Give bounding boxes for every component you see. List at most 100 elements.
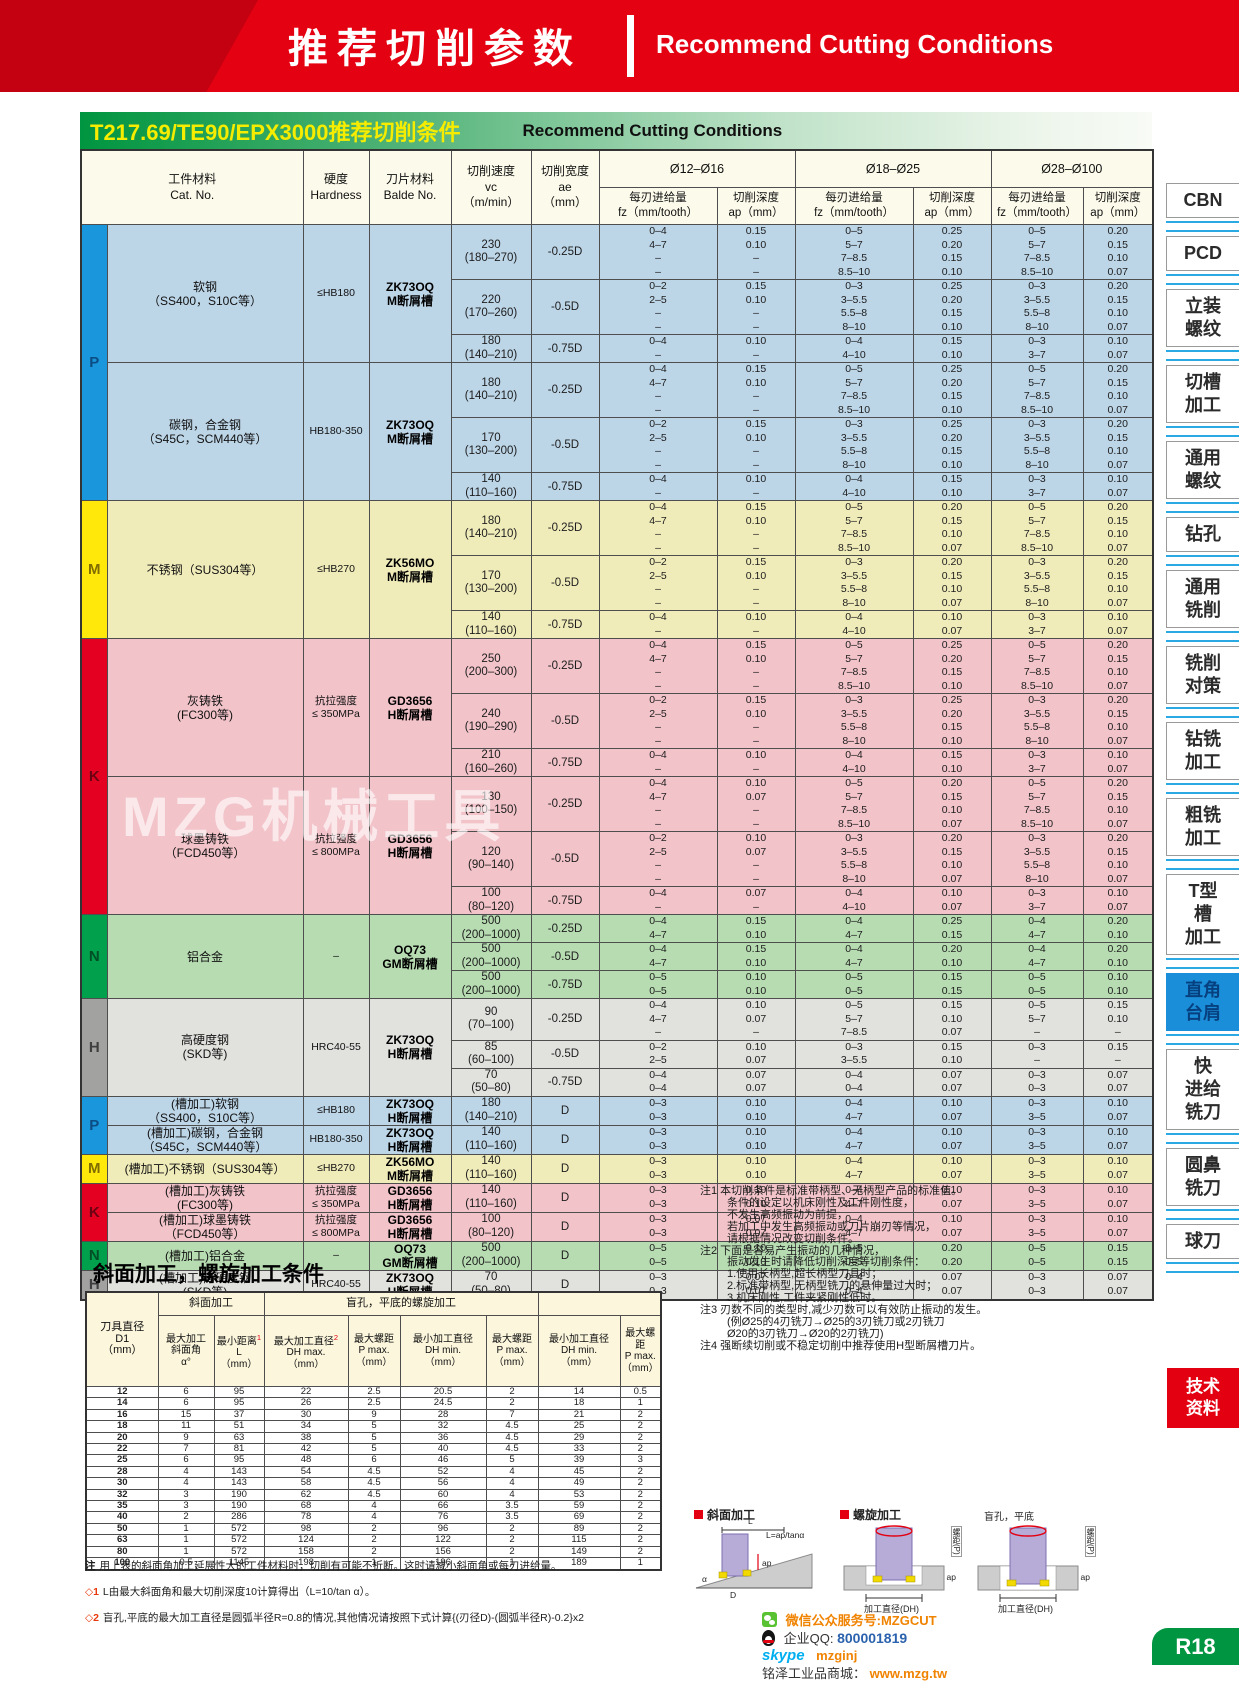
text-line: 4–7	[649, 514, 667, 527]
sidebar-item-label: 球刀	[1185, 1231, 1221, 1251]
text-line: 240	[481, 707, 501, 720]
speed-cell: 85 (60–100)	[450, 1039, 532, 1069]
text-line: 0–3	[649, 1155, 667, 1167]
text-line: 0.10	[745, 928, 767, 941]
value-cell: 14	[85, 1397, 159, 1410]
value-cell: 52	[399, 1465, 487, 1479]
text-line: （mm）	[621, 1362, 659, 1374]
blade-cell: OQ73 GM断屑槽	[368, 914, 452, 999]
feed-cell: 0–4 4–7	[794, 1182, 914, 1213]
text-line: –	[655, 872, 661, 885]
text-line: 0.10	[745, 376, 767, 389]
depth-cell: 0.15 0.10– –	[716, 693, 796, 749]
ramping-table-title: 斜面加工，螺旋加工条件	[93, 1263, 324, 1286]
red-square-icon	[694, 1510, 703, 1519]
depth-cell: 0.15 0.10– –	[716, 362, 796, 418]
text-line: 0.07	[941, 1168, 963, 1181]
hardness-cell: HB180-350	[302, 1124, 370, 1155]
text-line: GD3656	[387, 1183, 433, 1198]
value-cell: 40	[85, 1511, 159, 1524]
text-line: 5.5–8	[840, 445, 868, 457]
value-cell: 89	[537, 1522, 621, 1536]
text-line: 0–5	[1028, 777, 1046, 790]
value-cell: 143	[213, 1465, 265, 1479]
depth-cell: 0.10 0.07	[1082, 1095, 1154, 1126]
text-line: 0.07	[1107, 403, 1128, 416]
ramp-figure-drawing	[695, 1527, 813, 1589]
text-line: 0–4	[649, 611, 667, 624]
sidebar-item-label: 立装	[1185, 296, 1221, 316]
depth-cell: 0.10 0.07	[1082, 1153, 1154, 1184]
table-title-zh: T217.69/TE90/EPX3000推荐切削条件	[90, 119, 461, 145]
text-line: 0.07	[941, 596, 963, 609]
text-line: 5.5–8	[1023, 721, 1051, 733]
text-line: –	[655, 624, 661, 637]
cutting-row: P (槽加工)软钢 （SS400，S10C等） ≤HB180 ZK73OQ H断屑槽 180…	[80, 1095, 1154, 1155]
value-cell: 2	[485, 1545, 539, 1559]
text-line: 0.15	[941, 984, 963, 997]
text-line: 0.10	[1107, 804, 1128, 816]
text-line: 0–5	[845, 984, 863, 997]
text-line: 刀具直径	[100, 1321, 145, 1334]
text-line: 0.15	[941, 971, 963, 984]
text-line: fz（mm/tooth）	[997, 207, 1077, 219]
text-line: M断屑槽	[387, 569, 434, 584]
text-line: Hardness	[310, 187, 362, 202]
text-line: H断屑槽	[387, 1047, 433, 1062]
text-line: 每刃进给量	[1008, 192, 1066, 204]
ramp-figure: L α ap D L=ap/tanα	[688, 1516, 828, 1610]
feed-cell: 0–5 5–7–	[990, 998, 1084, 1041]
text-line: 0.15	[941, 445, 963, 457]
text-line: (190–290)	[464, 721, 518, 733]
text-line: 0.10	[1107, 390, 1128, 402]
text-line: 0.15	[941, 473, 963, 486]
cutting-row: 170 (130–200) -0.5D 0–2 2–5– –0.15 0.10– –0–3 3–…	[81, 417, 1154, 473]
text-line: H断屑槽	[387, 1226, 433, 1241]
note-continuation: 2.标准带柄型,无柄型铣刀的悬伸量过大时；	[727, 1280, 938, 1293]
text-line: 8–10	[842, 872, 866, 885]
text-line: 3–5.5	[840, 569, 868, 582]
text-line: L	[236, 1347, 242, 1359]
text-line: 0.20	[1107, 639, 1128, 652]
value-cell: 26	[263, 1397, 349, 1410]
feed-cell: 0–3 3–5.5 5.5–8 8–10	[990, 417, 1084, 473]
value-cell: 4	[485, 1465, 539, 1479]
depth-cell: 0.07–	[716, 886, 796, 915]
feed-cell: 0–5 5–7 7–8.5 8.5–10	[990, 776, 1084, 832]
speed-cell: 180 (140–210)	[450, 362, 532, 418]
blade-cell: ZK56MO M断屑槽	[368, 1153, 452, 1184]
note-line: 注3 刃数不同的类型时,减少刃数可以有效防止振动的发生。	[700, 1304, 988, 1317]
col-header: 切削速度 vc （m/min）	[450, 149, 532, 225]
width-cell: D	[530, 1153, 600, 1184]
text-line: –	[753, 596, 759, 609]
depth-cell: 0.07 0.07	[716, 1067, 796, 1097]
text-line: 0–3	[1028, 473, 1046, 486]
text-line: 140	[481, 1184, 501, 1196]
text-line: –	[655, 900, 661, 913]
text-line: 0.15	[1107, 293, 1128, 306]
sidebar-item-通用铣削: 通用 铣削	[1166, 570, 1239, 628]
text-line: 0.10	[745, 293, 767, 306]
depth-cell: 0.20 0.15 0.10 0.07	[912, 500, 992, 556]
depth-cell: 0.10 0.10	[1082, 970, 1154, 999]
text-line: 0.15	[1107, 652, 1128, 665]
feed-cell: 0–5 0–5	[794, 1240, 914, 1271]
text-line: 0.15	[941, 252, 963, 264]
text-line: 0–3	[845, 280, 863, 293]
sidebar-item-圆鼻铣刀: 圆鼻 铣刀	[1166, 1148, 1239, 1206]
depth-cell: 0.20 0.15 0.10 0.07	[1082, 224, 1154, 280]
text-line: 5.5–8	[1023, 445, 1051, 457]
material-cell: (槽加工)软钢 （SS400，S10C等）	[106, 1095, 304, 1126]
contact-block: 微信公众服务号:MZGCUT 企业QQ: 800001819 skype mzg…	[762, 1612, 1122, 1682]
text-line: –	[753, 859, 759, 871]
cutting-row: N (槽加工)铝合金 – OQ73 GM断屑槽 500 (200–1000) D 0–5 0–5 0…	[80, 1240, 1154, 1271]
text-line: 4–7	[845, 1110, 863, 1123]
width-cell: -0.5D	[530, 942, 600, 971]
width-cell: -0.75D	[530, 970, 600, 999]
depth-cell: 0.10 0.07	[1082, 1124, 1154, 1155]
width-cell: -0.75D	[530, 472, 600, 501]
feed-cell: 0–4–	[598, 886, 718, 915]
text-line: 0.20	[1107, 915, 1128, 928]
col-header: 切削深度 ap（mm）	[1082, 187, 1154, 225]
